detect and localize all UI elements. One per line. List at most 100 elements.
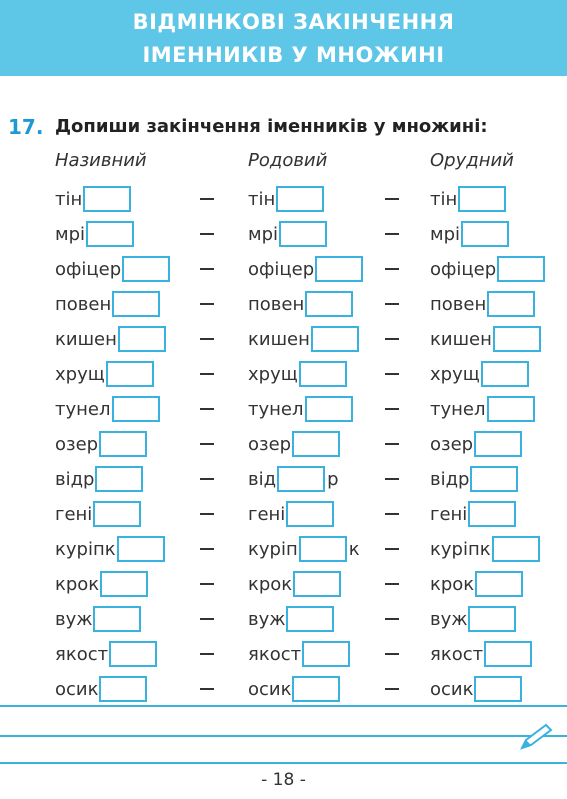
dash — [200, 233, 214, 235]
answer-box — [492, 326, 541, 352]
word-stem: осик — [430, 678, 474, 700]
writing-line — [0, 762, 567, 764]
task-number: 17. — [8, 115, 44, 139]
answer-box — [468, 606, 517, 632]
answer-box — [480, 361, 529, 387]
dash — [385, 513, 399, 515]
dash — [200, 338, 214, 340]
word-stem: офіцер — [248, 258, 315, 280]
word-stem: відр — [55, 468, 95, 490]
answer-box — [83, 186, 132, 212]
answer-box — [486, 396, 535, 422]
answer-box — [292, 676, 341, 702]
answer-box — [277, 466, 326, 492]
dash — [385, 198, 399, 200]
dash — [385, 373, 399, 375]
word-cell: озер — [248, 431, 342, 457]
answer-box — [112, 291, 161, 317]
word-stem: озер — [248, 433, 292, 455]
word-cell: відр — [430, 466, 520, 492]
pencil-icon — [520, 723, 553, 750]
dash — [200, 548, 214, 550]
dash — [385, 653, 399, 655]
word-stem: мрі — [430, 223, 461, 245]
word-cell: якост — [55, 641, 159, 667]
answer-box — [302, 641, 351, 667]
word-cell: вуж — [430, 606, 518, 632]
answer-box — [298, 361, 347, 387]
word-cell: тунел — [248, 396, 355, 422]
word-cell: офіцер — [430, 256, 547, 282]
word-stem: гені — [430, 503, 468, 525]
answer-box — [122, 256, 171, 282]
answer-box — [474, 431, 523, 457]
word-cell: гені — [55, 501, 143, 527]
answer-box — [491, 536, 540, 562]
header-band: ВІДМІНКОВІ ЗАКІНЧЕННЯ ІМЕННИКІВ У МНОЖИН… — [0, 0, 567, 76]
answer-box — [95, 466, 144, 492]
word-stem: озер — [55, 433, 99, 455]
task-instruction: Допиши закінчення іменників у множині: — [55, 116, 488, 137]
word-ending: р — [327, 468, 339, 490]
word-stem: офіцер — [55, 258, 122, 280]
word-cell: куріпк — [430, 536, 542, 562]
word-stem: озер — [430, 433, 474, 455]
dash — [200, 443, 214, 445]
answer-box — [497, 256, 546, 282]
word-stem: осик — [248, 678, 292, 700]
answer-box — [116, 536, 165, 562]
word-stem: тунел — [248, 398, 304, 420]
dash — [385, 268, 399, 270]
word-cell: кишен — [248, 326, 361, 352]
answer-box — [86, 221, 135, 247]
word-stem: якост — [55, 643, 109, 665]
word-stem: кишен — [55, 328, 117, 350]
dash — [200, 618, 214, 620]
answer-box — [93, 501, 142, 527]
word-ending: к — [348, 538, 360, 560]
answer-box — [474, 676, 523, 702]
word-cell: осик — [248, 676, 342, 702]
word-cell: куріпк — [55, 536, 167, 562]
answer-box — [484, 641, 533, 667]
word-cell: тунел — [430, 396, 537, 422]
dash — [200, 478, 214, 480]
answer-box — [279, 221, 328, 247]
word-stem: якост — [248, 643, 302, 665]
word-stem: мрі — [248, 223, 279, 245]
answer-box — [298, 536, 347, 562]
dash — [200, 688, 214, 690]
word-cell: повен — [55, 291, 162, 317]
dash — [385, 583, 399, 585]
word-stem: гені — [248, 503, 286, 525]
answer-box — [99, 431, 148, 457]
dash — [200, 303, 214, 305]
answer-box — [105, 361, 154, 387]
word-stem: осик — [55, 678, 99, 700]
answer-box — [315, 256, 364, 282]
word-stem: крок — [430, 573, 475, 595]
word-stem: крок — [55, 573, 100, 595]
word-cell: якост — [248, 641, 352, 667]
word-stem: куріпк — [430, 538, 491, 560]
answer-box — [99, 676, 148, 702]
word-stem: офіцер — [430, 258, 497, 280]
dash — [385, 233, 399, 235]
word-stem: хрущ — [430, 363, 480, 385]
answer-box — [117, 326, 166, 352]
word-cell: кишен — [55, 326, 168, 352]
word-cell: тін — [430, 186, 508, 212]
answer-box — [286, 501, 335, 527]
word-stem: куріпк — [55, 538, 116, 560]
word-cell: офіцер — [248, 256, 365, 282]
answer-box — [487, 291, 536, 317]
word-stem: гені — [55, 503, 93, 525]
word-cell: кишен — [430, 326, 543, 352]
dash — [200, 408, 214, 410]
word-stem: кишен — [248, 328, 310, 350]
word-stem: вуж — [55, 608, 93, 630]
answer-box — [470, 466, 519, 492]
dash — [385, 338, 399, 340]
word-cell: тін — [55, 186, 133, 212]
